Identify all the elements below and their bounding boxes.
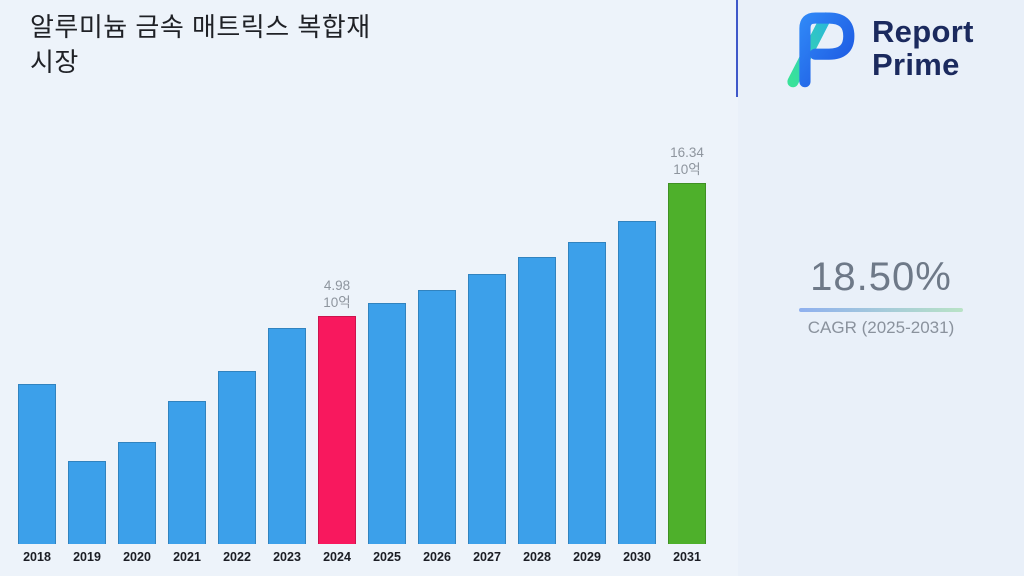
bar-2024 [318, 316, 356, 544]
x-axis-label-2020: 2020 [123, 550, 151, 564]
bar-column-2019: 2019 [68, 461, 106, 564]
title-line-1: 알루미늄 금속 매트릭스 복합재 [30, 12, 371, 42]
bar-column-2030: 2030 [618, 221, 656, 564]
bar-column-2027: 2027 [468, 274, 506, 564]
cagr-block: 18.50% CAGR (2025-2031) [738, 255, 1024, 338]
bar-2030 [618, 221, 656, 544]
bar-column-2025: 2025 [368, 303, 406, 564]
bar-column-2023: 2023 [268, 328, 306, 564]
bar-column-2018: 2018 [18, 384, 56, 564]
report-prime-logo: Report Prime [774, 6, 974, 92]
bar-2026 [418, 290, 456, 544]
x-axis-label-2026: 2026 [423, 550, 451, 564]
x-axis-label-2028: 2028 [523, 550, 551, 564]
title-line-2: 시장 [30, 47, 79, 78]
x-axis-label-2022: 2022 [223, 550, 251, 564]
bar-column-2022: 2022 [218, 371, 256, 564]
bar-2023 [268, 328, 306, 544]
cagr-underline [799, 308, 963, 312]
bar-chart: 2018 2019 2020 2021 2022 2023 4.98 10억 2024 2025 2… [18, 145, 706, 564]
bar-2029 [568, 242, 606, 544]
bar-2031 [668, 183, 706, 544]
x-axis-label-2027: 2027 [473, 550, 501, 564]
cagr-label: CAGR (2025-2031) [807, 318, 955, 337]
info-panel: Report Prime 18.50% CAGR (2025-2031) [738, 0, 1024, 576]
x-axis-label-2024: 2024 [323, 550, 351, 564]
bar-2021 [168, 401, 206, 544]
bar-column-2031: 16.34 10억 2031 [668, 145, 706, 564]
bar-2019 [68, 461, 106, 544]
report-prime-logo-icon [787, 12, 855, 88]
bar-annotation-2024: 4.98 10억 [323, 278, 351, 311]
x-axis-label-2018: 2018 [23, 550, 51, 564]
panel-divider [736, 0, 738, 97]
bar-2025 [368, 303, 406, 544]
cagr-value: 18.50% [810, 255, 952, 299]
bar-column-2028: 2028 [518, 257, 556, 564]
x-axis-label-2021: 2021 [173, 550, 201, 564]
x-axis-label-2030: 2030 [623, 550, 651, 564]
bar-column-2020: 2020 [118, 442, 156, 564]
logo-text-prime: Prime [872, 47, 960, 82]
bar-column-2029: 2029 [568, 242, 606, 564]
bar-2020 [118, 442, 156, 544]
bar-2027 [468, 274, 506, 544]
bar-2022 [218, 371, 256, 544]
report-prime-logo-text: Report Prime [872, 16, 974, 81]
x-axis-label-2029: 2029 [573, 550, 601, 564]
x-axis-label-2019: 2019 [73, 550, 101, 564]
bar-2028 [518, 257, 556, 544]
bar-column-2024: 4.98 10억 2024 [318, 278, 356, 564]
x-axis-label-2031: 2031 [673, 550, 701, 564]
bar-column-2021: 2021 [168, 401, 206, 564]
bar-2018 [18, 384, 56, 544]
x-axis-label-2025: 2025 [373, 550, 401, 564]
bar-column-2026: 2026 [418, 290, 456, 564]
logo-text-report: Report [872, 14, 974, 50]
x-axis-label-2023: 2023 [273, 550, 301, 564]
bar-annotation-2031: 16.34 10억 [670, 145, 704, 178]
